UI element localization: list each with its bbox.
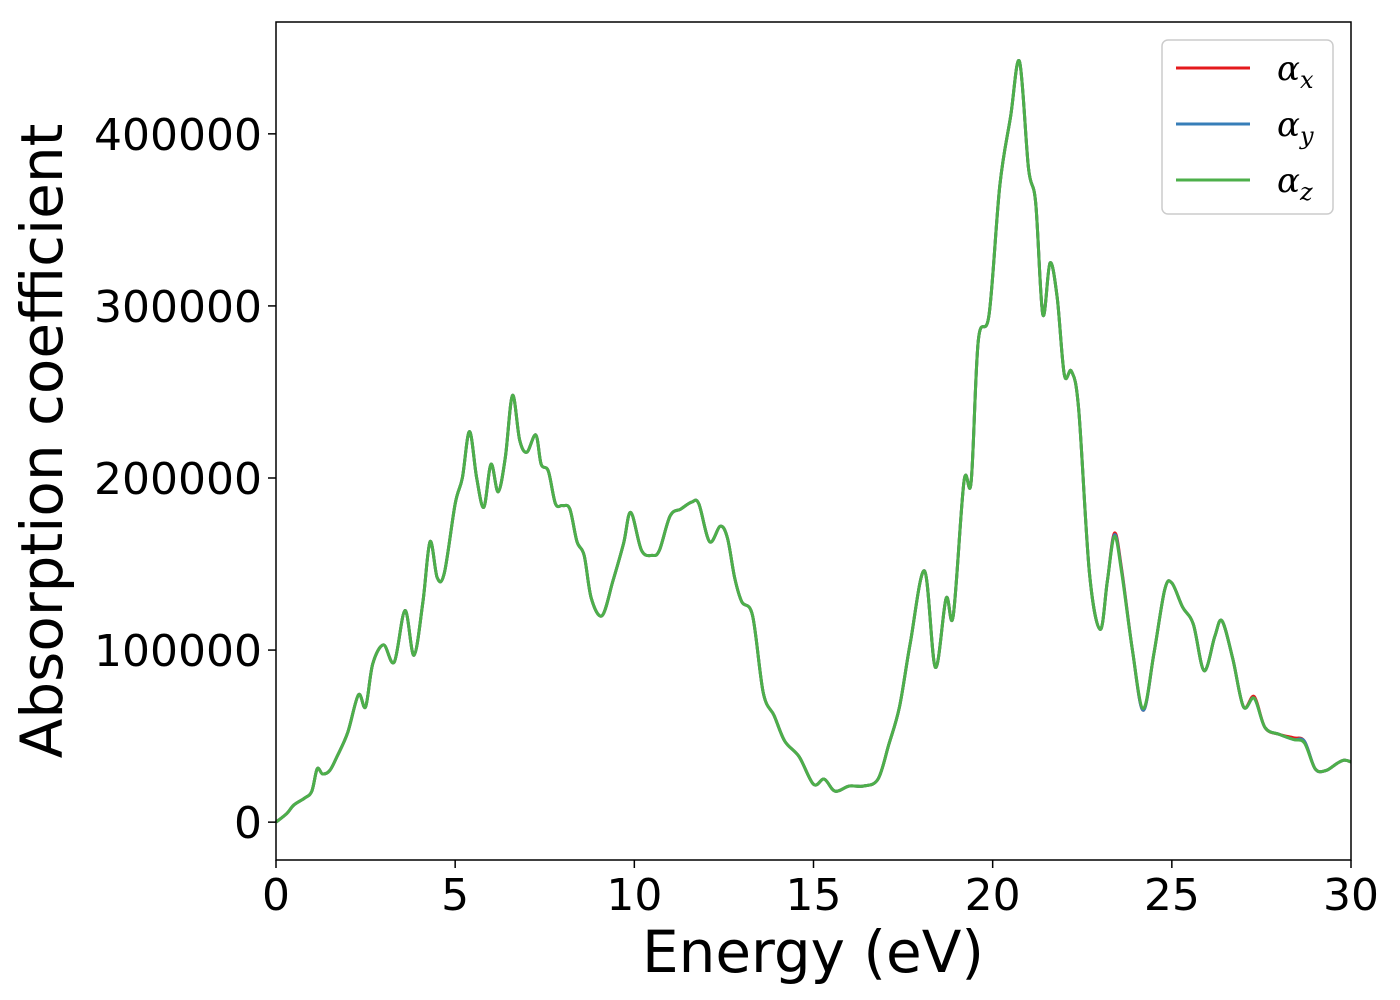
y-axis-title: Absorption coefficient [8,124,76,759]
legend-box [1161,39,1334,215]
y-tick-label: 400000 [94,110,262,161]
x-tick-label: 5 [441,870,469,921]
x-axis-title: Energy (eV) [642,918,984,986]
y-tick-label: 200000 [94,454,262,505]
x-axis-ticks: 0 5 10 15 20 25 30 [262,860,1379,921]
series-line-z [275,59,1352,824]
x-tick-label: 20 [965,870,1021,921]
y-tick-label: 0 [234,798,262,849]
y-tick-label: 300000 [94,282,262,333]
legend-label-y: αy [1277,105,1314,150]
series-layer [275,59,1352,824]
legend-label-x: αx [1277,49,1314,94]
x-tick-label: 30 [1323,870,1379,921]
x-tick-label: 15 [786,870,842,921]
y-axis-ticks: 0 100000 200000 300000 400000 [94,110,276,849]
x-tick-label: 0 [262,870,290,921]
y-tick-label: 100000 [94,626,262,677]
x-tick-label: 10 [606,870,662,921]
x-tick-label: 25 [1144,870,1200,921]
